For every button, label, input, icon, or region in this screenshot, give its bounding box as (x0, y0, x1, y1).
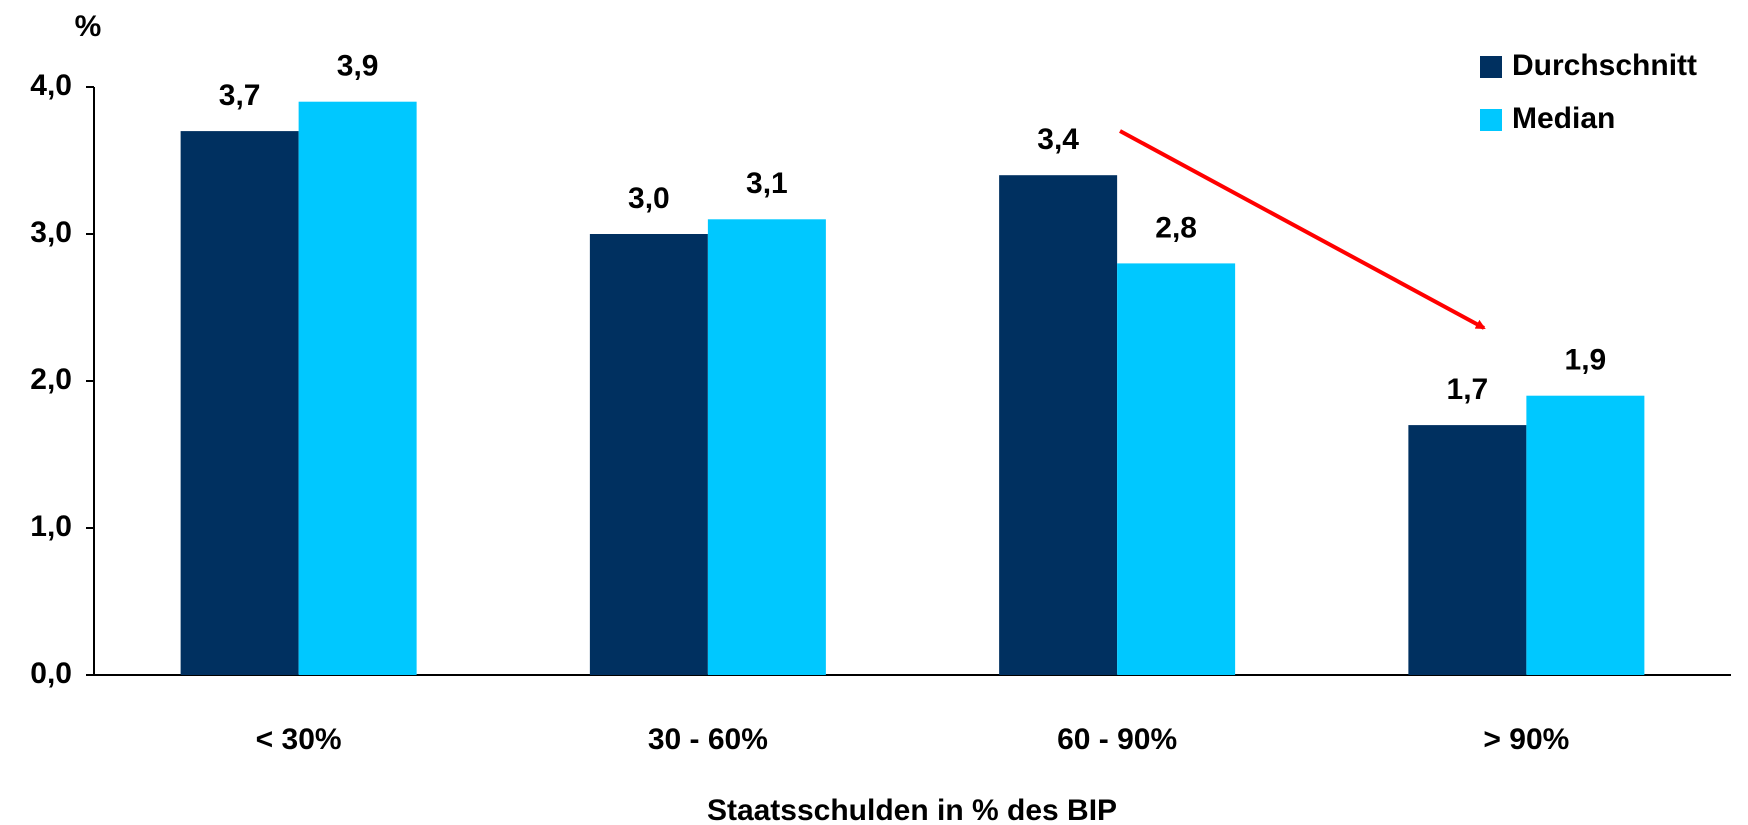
y-tick-label: 4,0 (30, 69, 72, 102)
x-tick-label: > 90% (1483, 723, 1569, 756)
x-tick-label: 30 - 60% (648, 723, 768, 756)
legend-swatch (1480, 109, 1502, 131)
legend-label: Median (1512, 102, 1615, 135)
value-label: 3,9 (337, 50, 379, 83)
legend-swatch (1480, 56, 1502, 78)
value-label: 1,9 (1565, 344, 1607, 377)
value-label: 3,4 (1037, 123, 1079, 156)
y-axis-label: % (75, 10, 102, 43)
bar (589, 234, 708, 675)
y-tick-label: 2,0 (30, 363, 72, 396)
value-label: 3,1 (746, 167, 788, 200)
value-label: 2,8 (1155, 211, 1197, 244)
bar (707, 219, 826, 676)
bar (1117, 263, 1236, 675)
bar (298, 101, 417, 675)
trend-arrow (1119, 129, 1486, 330)
bar (1408, 425, 1527, 675)
bar (999, 175, 1118, 675)
y-tick-label: 1,0 (30, 510, 72, 543)
value-label: 3,0 (628, 182, 670, 215)
value-label: 3,7 (219, 79, 261, 112)
y-tick-label: 0,0 (30, 657, 72, 690)
bar (1526, 395, 1645, 675)
x-tick-label: < 30% (256, 723, 342, 756)
bar (180, 131, 299, 676)
x-axis-label: Staatsschulden in % des BIP (707, 794, 1117, 825)
legend-label: Durchschnitt (1512, 49, 1697, 82)
x-tick-label: 60 - 90% (1057, 723, 1177, 756)
y-tick-label: 3,0 (30, 216, 72, 249)
value-label: 1,7 (1447, 373, 1489, 406)
